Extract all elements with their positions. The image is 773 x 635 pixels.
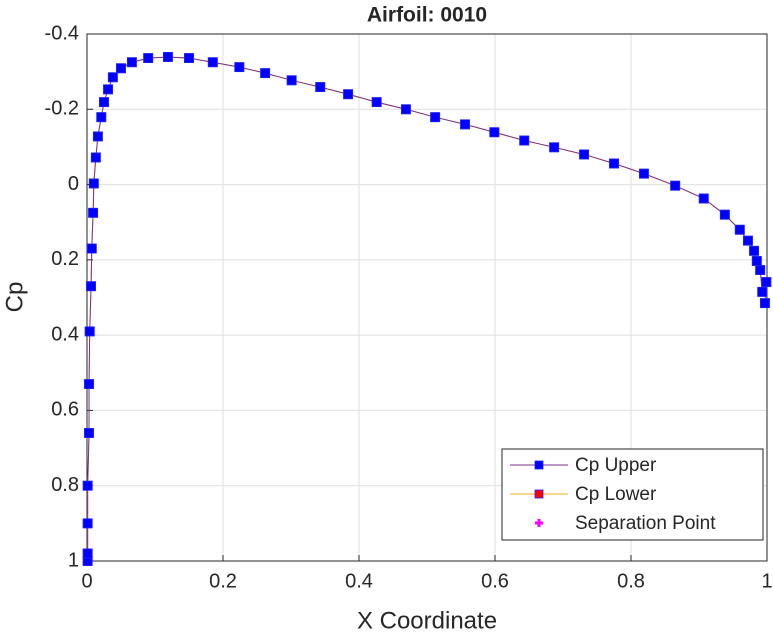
- marker: [84, 428, 94, 438]
- marker: [343, 89, 354, 100]
- x-tick-label: 0: [81, 570, 92, 592]
- marker: [82, 480, 93, 491]
- legend-swatch: [535, 519, 543, 527]
- legend-swatch: [534, 460, 544, 470]
- marker: [90, 152, 101, 163]
- marker: [743, 235, 753, 246]
- x-tick-label: 1: [761, 570, 772, 592]
- y-tick-label: 1: [68, 549, 79, 571]
- marker: [719, 209, 730, 220]
- marker: [761, 277, 772, 287]
- legend-swatch: [534, 489, 544, 499]
- y-tick-label: 0.2: [51, 248, 79, 270]
- marker: [126, 57, 137, 68]
- marker: [86, 243, 97, 254]
- marker: [163, 52, 173, 62]
- marker: [116, 63, 126, 74]
- marker: [99, 97, 109, 108]
- marker: [88, 207, 99, 218]
- marker: [82, 548, 93, 559]
- y-tick-label: -0.2: [45, 98, 79, 120]
- marker: [751, 256, 762, 266]
- marker: [86, 281, 96, 292]
- marker: [103, 84, 113, 95]
- marker: [757, 286, 768, 297]
- y-tick-label: -0.4: [45, 22, 79, 44]
- y-tick-label: 0: [68, 173, 79, 195]
- x-axis-label: X Coordinate: [357, 607, 497, 634]
- legend: Cp Upper Cp Lower Separation Point: [501, 448, 764, 541]
- marker: [519, 135, 530, 146]
- marker: [92, 131, 103, 142]
- legend-label: Separation Point: [575, 513, 716, 534]
- x-tick-label: 0.8: [617, 570, 645, 592]
- marker: [286, 75, 297, 86]
- marker: [84, 326, 95, 337]
- marker: [749, 245, 759, 256]
- legend-label: Cp Upper: [575, 455, 657, 476]
- y-axis-label: Cp: [1, 282, 28, 313]
- marker: [430, 112, 441, 123]
- marker: [143, 53, 154, 63]
- plot-frame: [86, 33, 768, 562]
- legend-label: Cp Lower: [575, 484, 657, 505]
- marker: [755, 265, 766, 275]
- marker: [734, 224, 745, 235]
- marker: [88, 178, 99, 189]
- marker: [579, 149, 589, 160]
- marker: [84, 379, 94, 389]
- marker: [82, 518, 93, 529]
- marker: [107, 72, 118, 83]
- marker: [184, 53, 194, 63]
- x-tick-label: 0.6: [481, 570, 509, 592]
- marker: [609, 158, 619, 169]
- marker: [371, 97, 382, 108]
- marker: [401, 104, 411, 115]
- chart-title: Airfoil: 0010: [367, 4, 487, 27]
- marker: [549, 142, 560, 153]
- marker: [460, 119, 470, 130]
- marker: [489, 127, 500, 138]
- marker: [207, 57, 218, 68]
- y-tick-label: 0.4: [51, 323, 79, 345]
- marker: [670, 180, 681, 191]
- marker: [315, 82, 326, 92]
- y-tick-label: 0.6: [51, 399, 79, 421]
- marker: [760, 298, 770, 309]
- marker: [260, 68, 271, 79]
- marker: [234, 62, 245, 73]
- x-tick-label: 0.2: [209, 570, 237, 592]
- y-tick-label: 0.8: [51, 474, 79, 496]
- x-tick-label: 0.4: [345, 570, 373, 592]
- marker: [698, 193, 709, 204]
- marker: [639, 168, 649, 179]
- marker: [96, 112, 107, 123]
